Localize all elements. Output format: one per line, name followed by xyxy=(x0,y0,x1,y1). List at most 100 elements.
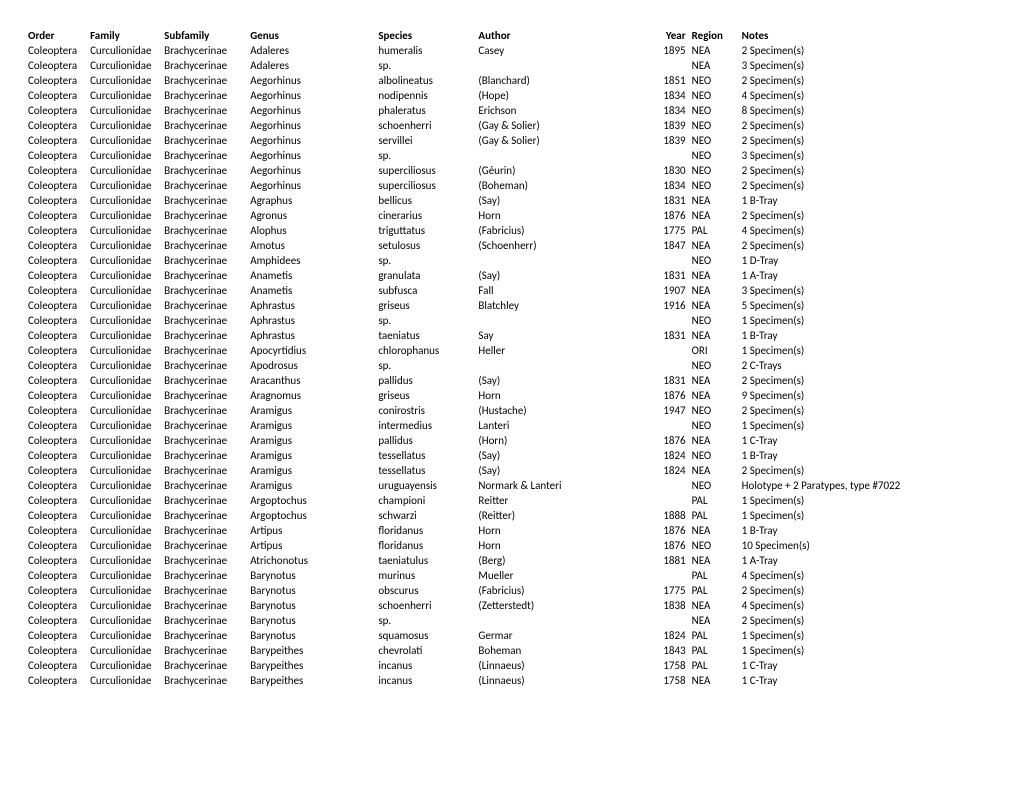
table-row: ColeopteraCurculionidaeBrachycerinaeAram… xyxy=(28,448,992,463)
table-row: ColeopteraCurculionidaeBrachycerinaeAego… xyxy=(28,88,992,103)
table-cell: Brachycerinae xyxy=(164,538,250,553)
table-cell: schwarzi xyxy=(378,508,478,523)
table-row: ColeopteraCurculionidaeBrachycerinaeAphr… xyxy=(28,328,992,343)
table-cell: Coleoptera xyxy=(28,328,90,343)
table-cell: Brachycerinae xyxy=(164,508,250,523)
table-row: ColeopteraCurculionidaeBrachycerinaeAram… xyxy=(28,433,992,448)
table-cell: Artipus xyxy=(250,523,378,538)
table-cell: Aphrastus xyxy=(250,328,378,343)
table-cell: NEO xyxy=(692,448,742,463)
table-cell: taeniatulus xyxy=(378,553,478,568)
table-cell: 1839 xyxy=(657,118,692,133)
table-cell: nodipennis xyxy=(378,88,478,103)
table-cell: 1 B-Tray xyxy=(742,328,992,343)
table-cell: Aphrastus xyxy=(250,313,378,328)
table-cell: Horn xyxy=(478,208,656,223)
table-row: ColeopteraCurculionidaeBrachycerinaeBary… xyxy=(28,628,992,643)
table-cell: 1839 xyxy=(657,133,692,148)
table-row: ColeopteraCurculionidaeBrachycerinaeArgo… xyxy=(28,493,992,508)
table-cell: 1 B-Tray xyxy=(742,193,992,208)
table-cell: (Géurin) xyxy=(478,163,656,178)
table-cell: Coleoptera xyxy=(28,643,90,658)
table-cell: Coleoptera xyxy=(28,403,90,418)
table-cell: Brachycerinae xyxy=(164,238,250,253)
table-cell: sp. xyxy=(378,58,478,73)
table-cell: 1907 xyxy=(657,283,692,298)
table-cell: Brachycerinae xyxy=(164,628,250,643)
table-cell: NEA xyxy=(692,613,742,628)
table-cell: schoenherri xyxy=(378,118,478,133)
table-cell: Curculionidae xyxy=(90,133,164,148)
table-cell: 1843 xyxy=(657,643,692,658)
table-cell: NEA xyxy=(692,208,742,223)
table-cell: 1834 xyxy=(657,88,692,103)
table-cell xyxy=(657,148,692,163)
table-cell: granulata xyxy=(378,268,478,283)
table-cell: Brachycerinae xyxy=(164,403,250,418)
table-cell: Brachycerinae xyxy=(164,373,250,388)
table-cell: 1834 xyxy=(657,178,692,193)
table-cell: 1 B-Tray xyxy=(742,523,992,538)
table-cell: Curculionidae xyxy=(90,508,164,523)
table-cell: Coleoptera xyxy=(28,493,90,508)
table-cell: Brachycerinae xyxy=(164,523,250,538)
table-cell: Brachycerinae xyxy=(164,58,250,73)
table-cell: 10 Specimen(s) xyxy=(742,538,992,553)
table-cell xyxy=(657,358,692,373)
table-cell: Coleoptera xyxy=(28,118,90,133)
table-row: ColeopteraCurculionidaeBrachycerinaeBary… xyxy=(28,613,992,628)
table-cell: 1 C-Tray xyxy=(742,658,992,673)
table-cell: 1851 xyxy=(657,73,692,88)
table-row: ColeopteraCurculionidaeBrachycerinaeAdal… xyxy=(28,58,992,73)
table-cell: NEA xyxy=(692,298,742,313)
table-cell: incanus xyxy=(378,673,478,688)
table-cell: Aracanthus xyxy=(250,373,378,388)
table-cell: Coleoptera xyxy=(28,673,90,688)
table-cell xyxy=(657,478,692,493)
table-row: ColeopteraCurculionidaeBrachycerinaeAego… xyxy=(28,178,992,193)
table-cell: 1 B-Tray xyxy=(742,448,992,463)
table-cell: Atrichonotus xyxy=(250,553,378,568)
table-cell: Curculionidae xyxy=(90,88,164,103)
table-cell: NEA xyxy=(692,388,742,403)
table-cell: sp. xyxy=(378,148,478,163)
table-cell: 8 Specimen(s) xyxy=(742,103,992,118)
table-cell: Aramigus xyxy=(250,403,378,418)
table-row: ColeopteraCurculionidaeBrachycerinaeAram… xyxy=(28,403,992,418)
table-cell: Brachycerinae xyxy=(164,358,250,373)
table-cell: chevrolati xyxy=(378,643,478,658)
table-cell: Brachycerinae xyxy=(164,493,250,508)
table-cell: NEO xyxy=(692,163,742,178)
table-cell xyxy=(657,58,692,73)
table-cell: 3 Specimen(s) xyxy=(742,58,992,73)
table-cell: 1 Specimen(s) xyxy=(742,643,992,658)
table-cell: Brachycerinae xyxy=(164,388,250,403)
table-cell: Coleoptera xyxy=(28,553,90,568)
table-cell: Aegorhinus xyxy=(250,103,378,118)
table-cell: (Zetterstedt) xyxy=(478,598,656,613)
table-cell: (Say) xyxy=(478,448,656,463)
table-cell: taeniatus xyxy=(378,328,478,343)
table-cell: Brachycerinae xyxy=(164,253,250,268)
table-cell: 1834 xyxy=(657,103,692,118)
table-cell: Barynotus xyxy=(250,628,378,643)
table-cell: Aegorhinus xyxy=(250,178,378,193)
table-cell: Curculionidae xyxy=(90,403,164,418)
table-cell: Coleoptera xyxy=(28,508,90,523)
table-cell: 1876 xyxy=(657,388,692,403)
table-cell: bellicus xyxy=(378,193,478,208)
table-cell: Aramigus xyxy=(250,418,378,433)
table-cell: obscurus xyxy=(378,583,478,598)
table-cell: cinerarius xyxy=(378,208,478,223)
table-cell: Aphrastus xyxy=(250,298,378,313)
table-cell: Fall xyxy=(478,283,656,298)
table-cell: PAL xyxy=(692,643,742,658)
table-cell: Agronus xyxy=(250,208,378,223)
col-header-notes: Notes xyxy=(742,28,992,43)
table-cell: 3 Specimen(s) xyxy=(742,148,992,163)
table-cell xyxy=(478,358,656,373)
table-cell: Aramigus xyxy=(250,433,378,448)
table-cell: Curculionidae xyxy=(90,208,164,223)
table-cell: 2 Specimen(s) xyxy=(742,403,992,418)
table-cell: griseus xyxy=(378,388,478,403)
